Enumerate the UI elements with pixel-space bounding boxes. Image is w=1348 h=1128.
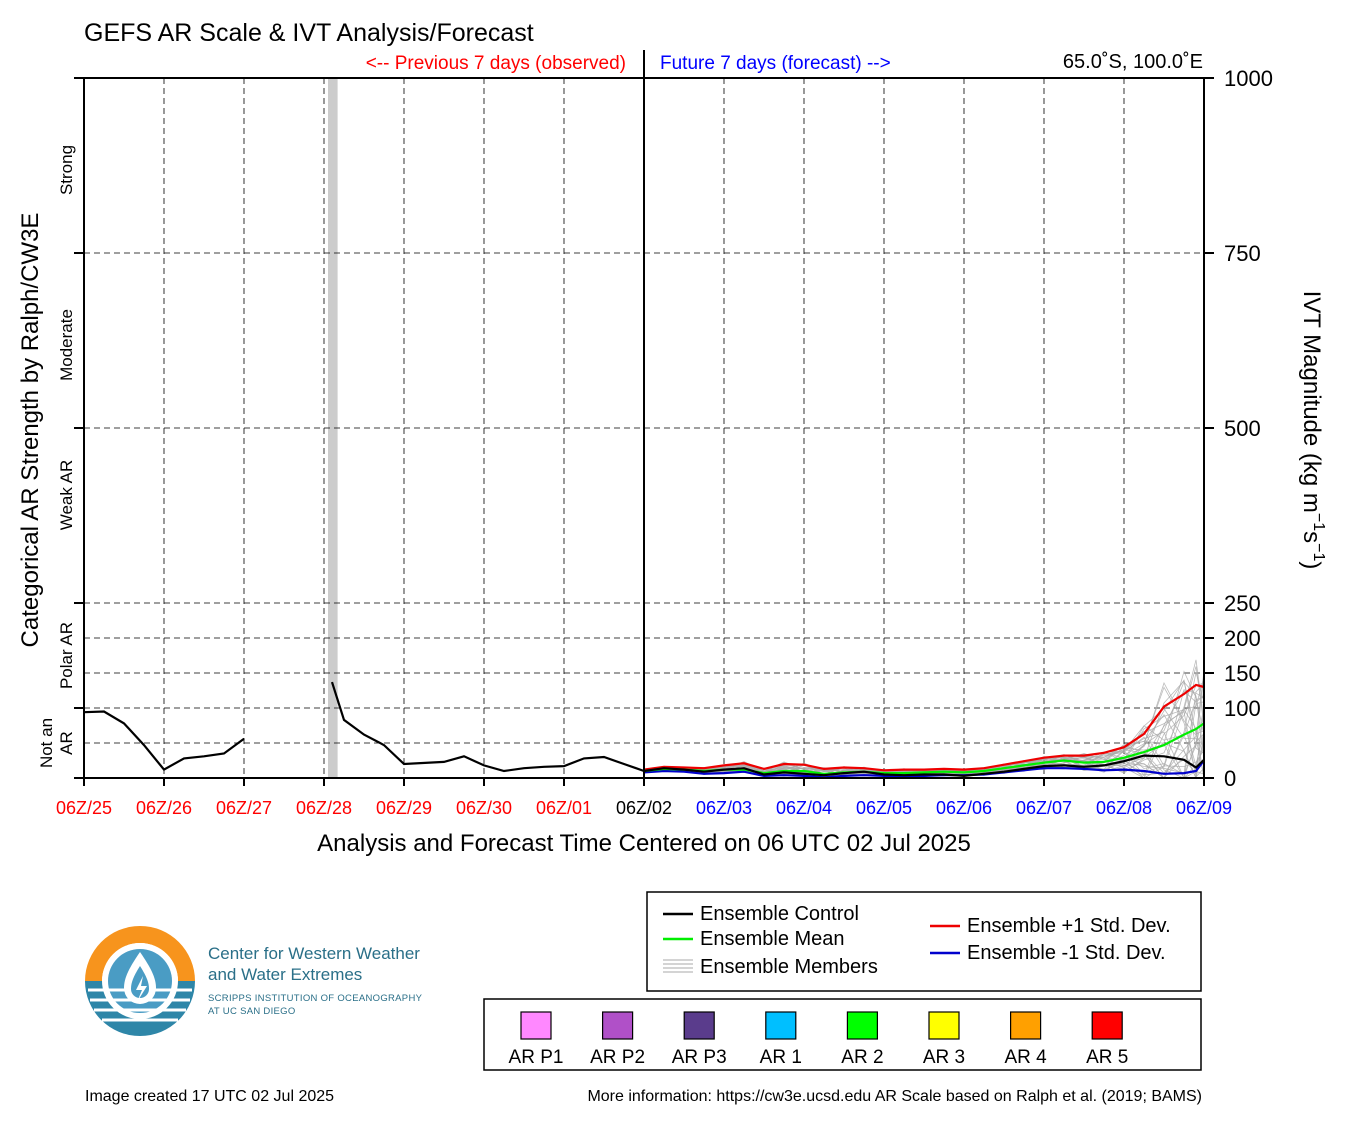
ar-scale-label: AR 4	[1004, 1047, 1047, 1068]
category-label: Moderate	[57, 309, 76, 381]
ar-scale-label: AR 1	[760, 1047, 802, 1068]
x-tick-label: 06Z/03	[696, 798, 752, 818]
ensemble-member-line	[643, 706, 1205, 779]
ensemble-members	[643, 659, 1205, 780]
x-tick-label: 06Z/26	[136, 798, 192, 818]
category-label: Polar AR	[57, 622, 76, 689]
ar-scale-swatch	[1091, 1011, 1123, 1040]
control-line	[643, 754, 1205, 778]
ar-scale-swatch	[601, 1011, 634, 1040]
x-tick-label: 06Z/29	[376, 798, 432, 818]
footer-created: Image created 17 UTC 02 Jul 2025	[85, 1088, 335, 1105]
x-axis-ticks: 06Z/25 06Z/26 06Z/27 06Z/28 06Z/29 06Z/30 06Z/…	[56, 778, 1232, 818]
y-axis-ticks: 0 100 150 200 250 500 750 1000	[74, 66, 1273, 791]
y-label-main: IVT Magnitude (kg m	[1298, 291, 1325, 513]
observed-ivt-line	[330, 681, 645, 773]
x-tick-label: 06Z/07	[1016, 798, 1072, 818]
ar-scale-swatch	[520, 1011, 552, 1040]
chart-title: GEFS AR Scale & IVT Analysis/Forecast	[84, 19, 534, 47]
legend-members-label: Ensemble Members	[700, 956, 878, 978]
logo-line1: Center for Western Weather	[208, 944, 420, 963]
y-axis-label-left: Categorical AR Strength by Ralph/CW3E	[17, 213, 44, 648]
x-tick-label: 06Z/04	[776, 798, 832, 818]
legend-members-swatch	[663, 959, 693, 973]
future-period-label: Future 7 days (forecast) -->	[660, 53, 891, 74]
y-tick-label: 200	[1224, 626, 1261, 651]
x-tick-label: 06Z/06	[936, 798, 992, 818]
legend-mean-label: Ensemble Mean	[700, 928, 845, 950]
cw3e-logo	[85, 926, 195, 1036]
ar-scale-swatch	[683, 1011, 715, 1040]
missing-data-band	[328, 78, 338, 778]
ar-scale-label: AR 5	[1086, 1047, 1128, 1068]
footer-info: More information: https://cw3e.ucsd.edu …	[587, 1088, 1202, 1105]
x-tick-label: 06Z/30	[456, 798, 512, 818]
y-label-mid: s	[1298, 531, 1325, 543]
plus-std-line	[643, 683, 1205, 772]
ar-scale-swatch	[928, 1011, 960, 1040]
x-tick-label: 06Z/02	[616, 798, 672, 818]
legend-control-label: Ensemble Control	[700, 903, 859, 925]
x-tick-label: 06Z/25	[56, 798, 112, 818]
y-label-sup1: −1	[1310, 513, 1327, 531]
mean-line	[643, 722, 1205, 775]
ar-scale-label: AR 3	[923, 1047, 965, 1068]
y-tick-label: 500	[1224, 416, 1261, 441]
x-tick-label: 06Z/27	[216, 798, 272, 818]
category-label: Strong	[57, 145, 76, 195]
x-tick-label: 06Z/28	[296, 798, 352, 818]
x-tick-label: 06Z/08	[1096, 798, 1152, 818]
y-label-sup2: −1	[1310, 543, 1327, 561]
legend-plus-std-label: Ensemble +1 Std. Dev.	[967, 915, 1171, 937]
ar-scale-label: AR 2	[841, 1047, 883, 1068]
observed-ivt-line	[83, 710, 245, 772]
logo-line4: AT UC SAN DIEGO	[208, 1006, 296, 1017]
ar-scale-swatch	[765, 1011, 797, 1040]
y-tick-label: 1000	[1224, 66, 1273, 91]
category-label: AR	[57, 731, 76, 755]
x-tick-label: 06Z/05	[856, 798, 912, 818]
location-label: 65.0˚S, 100.0˚E	[1063, 51, 1203, 73]
ar-scale-label: AR P2	[590, 1047, 645, 1068]
y-axis-label-right: IVT Magnitude (kg m−1s−1)	[1298, 291, 1327, 570]
logo-line2: and Water Extremes	[208, 965, 363, 984]
ar-scale-label: AR P1	[509, 1047, 564, 1068]
y-tick-label: 250	[1224, 591, 1261, 616]
x-axis-label: Analysis and Forecast Time Centered on 0…	[317, 830, 971, 857]
missing-data-band-rect	[328, 78, 338, 778]
category-labels: Not an AR Polar AR Weak AR Moderate Strong	[37, 145, 76, 768]
y-label-end: )	[1298, 561, 1325, 569]
ar-scale-items: AR P1 AR P2 AR P3 AR 1 AR 2 AR 3 AR 4 AR 5	[509, 1011, 1128, 1068]
y-tick-label: 0	[1224, 766, 1236, 791]
ar-scale-label: AR P3	[672, 1047, 727, 1068]
y-tick-label: 750	[1224, 241, 1261, 266]
category-label: Not an	[37, 718, 56, 768]
legend-box	[646, 891, 1202, 992]
ar-scale-swatch	[846, 1011, 879, 1040]
logo-line3: SCRIPPS INSTITUTION OF OCEANOGRAPHY	[208, 993, 423, 1004]
category-label: Weak AR	[57, 460, 76, 531]
x-tick-label: 06Z/09	[1176, 798, 1232, 818]
legend-minus-std-label: Ensemble -1 Std. Dev.	[967, 942, 1166, 964]
previous-period-label: <-- Previous 7 days (observed)	[366, 53, 626, 74]
x-tick-label: 06Z/01	[536, 798, 592, 818]
ar-scale-swatch	[1009, 1011, 1042, 1040]
data-lines	[83, 681, 1205, 779]
y-tick-label: 150	[1224, 661, 1261, 686]
y-tick-label: 100	[1224, 696, 1261, 721]
